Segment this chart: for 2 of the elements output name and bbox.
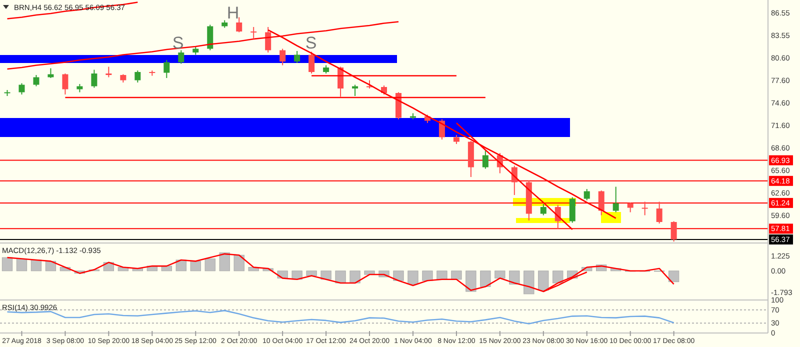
annotation: S <box>305 34 317 52</box>
annotation: H <box>226 4 240 22</box>
